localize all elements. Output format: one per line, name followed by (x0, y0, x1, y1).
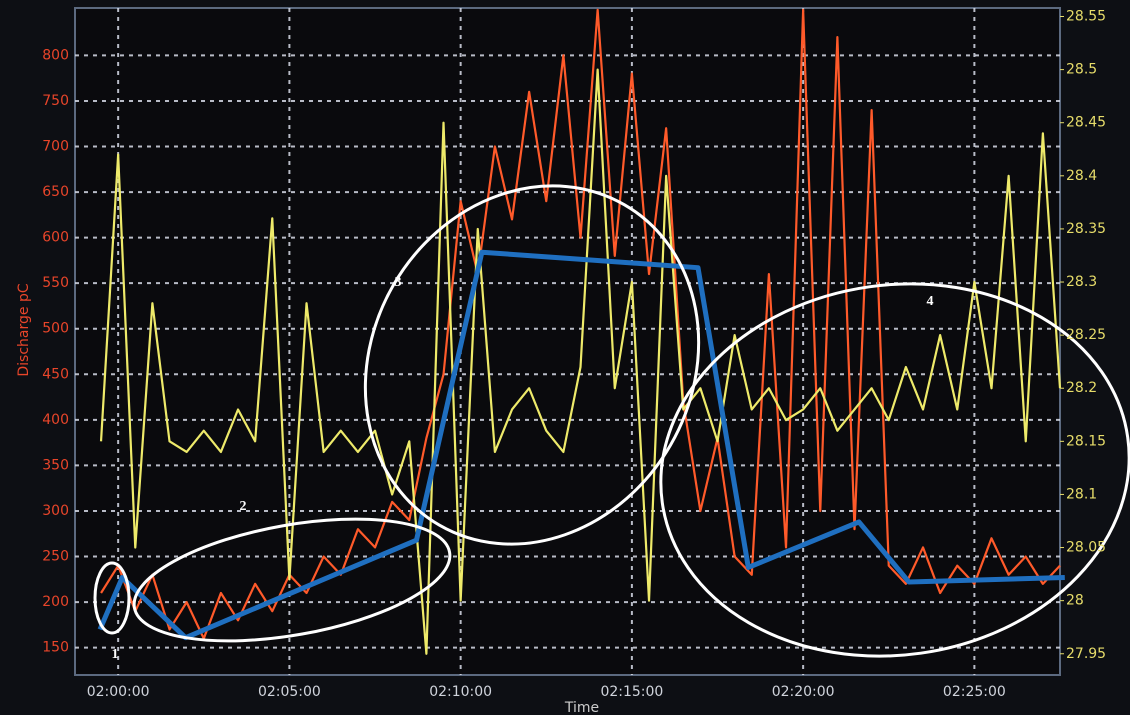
annotation-label: 4 (927, 294, 934, 309)
annotation-label: 1 (112, 647, 119, 662)
ellipse (132, 517, 452, 643)
y2-tick-label: 28.45 (1066, 115, 1106, 131)
y-axis-title: Discharge pC (16, 283, 32, 376)
y-tick-label: 450 (42, 366, 69, 382)
ellipse (363, 184, 701, 546)
y-tick-label: 350 (42, 457, 69, 473)
y-tick-label: 600 (42, 230, 69, 246)
annotation-ellipses (93, 184, 1130, 658)
y-tick-label: 650 (42, 184, 69, 200)
x-tick-label: 02:20:00 (772, 684, 835, 700)
y2-tick-label: 28 (1066, 593, 1084, 609)
y2-tick-label: 28.15 (1066, 433, 1106, 449)
y2-tick-label: 28.05 (1066, 540, 1106, 556)
series-line (97, 249, 1065, 641)
x-axis-title: Time (564, 700, 599, 715)
series-line (100, 8, 1061, 640)
y-tick-label: 750 (42, 93, 69, 109)
y-tick-label: 700 (42, 139, 69, 155)
y2-tick-label: 28.4 (1066, 168, 1097, 184)
y-tick-label: 800 (42, 47, 69, 63)
y-tick-label: 400 (42, 412, 69, 428)
y2-tick-label: 28.5 (1066, 62, 1097, 78)
y-tick-label: 200 (42, 594, 69, 610)
annotation-label: 2 (240, 499, 247, 514)
series-line (99, 68, 1062, 655)
plots (97, 8, 1065, 655)
y2-tick-label: 28.1 (1066, 486, 1097, 502)
annotation-label: 3 (395, 275, 402, 290)
y-tick-label: 300 (42, 503, 69, 519)
y2-tick-label: 28.2 (1066, 380, 1097, 396)
y-tick-label: 250 (42, 549, 69, 565)
x-tick-label: 02:05:00 (258, 684, 321, 700)
y-tick-label: 500 (42, 321, 69, 337)
ellipse (93, 561, 131, 635)
y2-tick-label: 28.3 (1066, 274, 1097, 290)
grid (75, 8, 1060, 675)
x-tick-label: 02:15:00 (600, 684, 663, 700)
x-tick-label: 02:25:00 (943, 684, 1006, 700)
x-tick-label: 02:00:00 (87, 684, 150, 700)
ellipse (659, 282, 1130, 658)
y2-tick-label: 28.55 (1066, 8, 1106, 24)
y2-tick-label: 28.25 (1066, 327, 1106, 343)
y2-tick-label: 27.95 (1066, 646, 1106, 662)
x-tick-label: 02:10:00 (429, 684, 492, 700)
y-tick-label: 550 (42, 275, 69, 291)
y-tick-label: 150 (42, 640, 69, 656)
y2-tick-label: 28.35 (1066, 221, 1106, 237)
